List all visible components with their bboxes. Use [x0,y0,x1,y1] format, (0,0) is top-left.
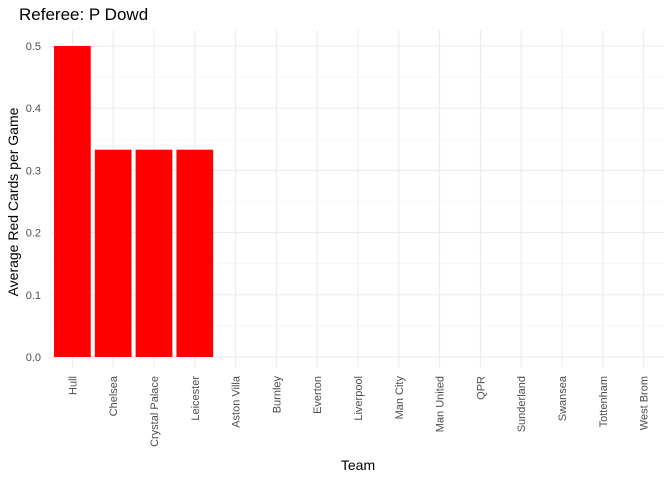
y-tick-label: 0.2 [26,228,41,240]
bars [54,46,214,357]
x-tick-label: QPR [475,376,487,400]
x-tick-label: Everton [312,376,324,414]
x-tick-label: Swansea [557,375,569,421]
x-tick-label: Burnley [271,376,283,414]
y-axis-ticks: 0.0 0.1 0.2 0.3 0.4 0.5 [26,41,41,364]
x-axis-ticks: Hull Chelsea Crystal Palace Leicester Aston … [67,375,650,447]
bar [135,149,173,357]
x-tick-label: Man City [394,376,406,420]
x-tick-label: Sunderland [516,376,528,432]
y-tick-label: 0.0 [26,352,41,364]
y-tick-label: 0.1 [26,290,41,302]
x-tick-label: Tottenham [598,376,610,427]
bar [94,149,132,357]
y-tick-label: 0.4 [26,103,41,115]
x-tick-label: West Brom [639,376,651,430]
x-tick-label: Aston Villa [231,375,243,428]
y-axis-title: Average Red Cards per Game [5,107,21,296]
chart-title: Referee: P Dowd [19,5,148,24]
y-tick-label: 0.5 [26,41,41,53]
bar [54,46,91,357]
x-axis-title: Team [341,457,375,473]
x-tick-label: Liverpool [353,376,365,421]
x-tick-label: Chelsea [108,375,120,416]
x-tick-label: Crystal Palace [149,376,161,447]
x-tick-label: Man United [435,376,447,432]
y-tick-label: 0.3 [26,165,41,177]
bar [176,149,214,357]
x-tick-label: Hull [67,376,79,395]
x-tick-label: Leicester [190,376,202,421]
